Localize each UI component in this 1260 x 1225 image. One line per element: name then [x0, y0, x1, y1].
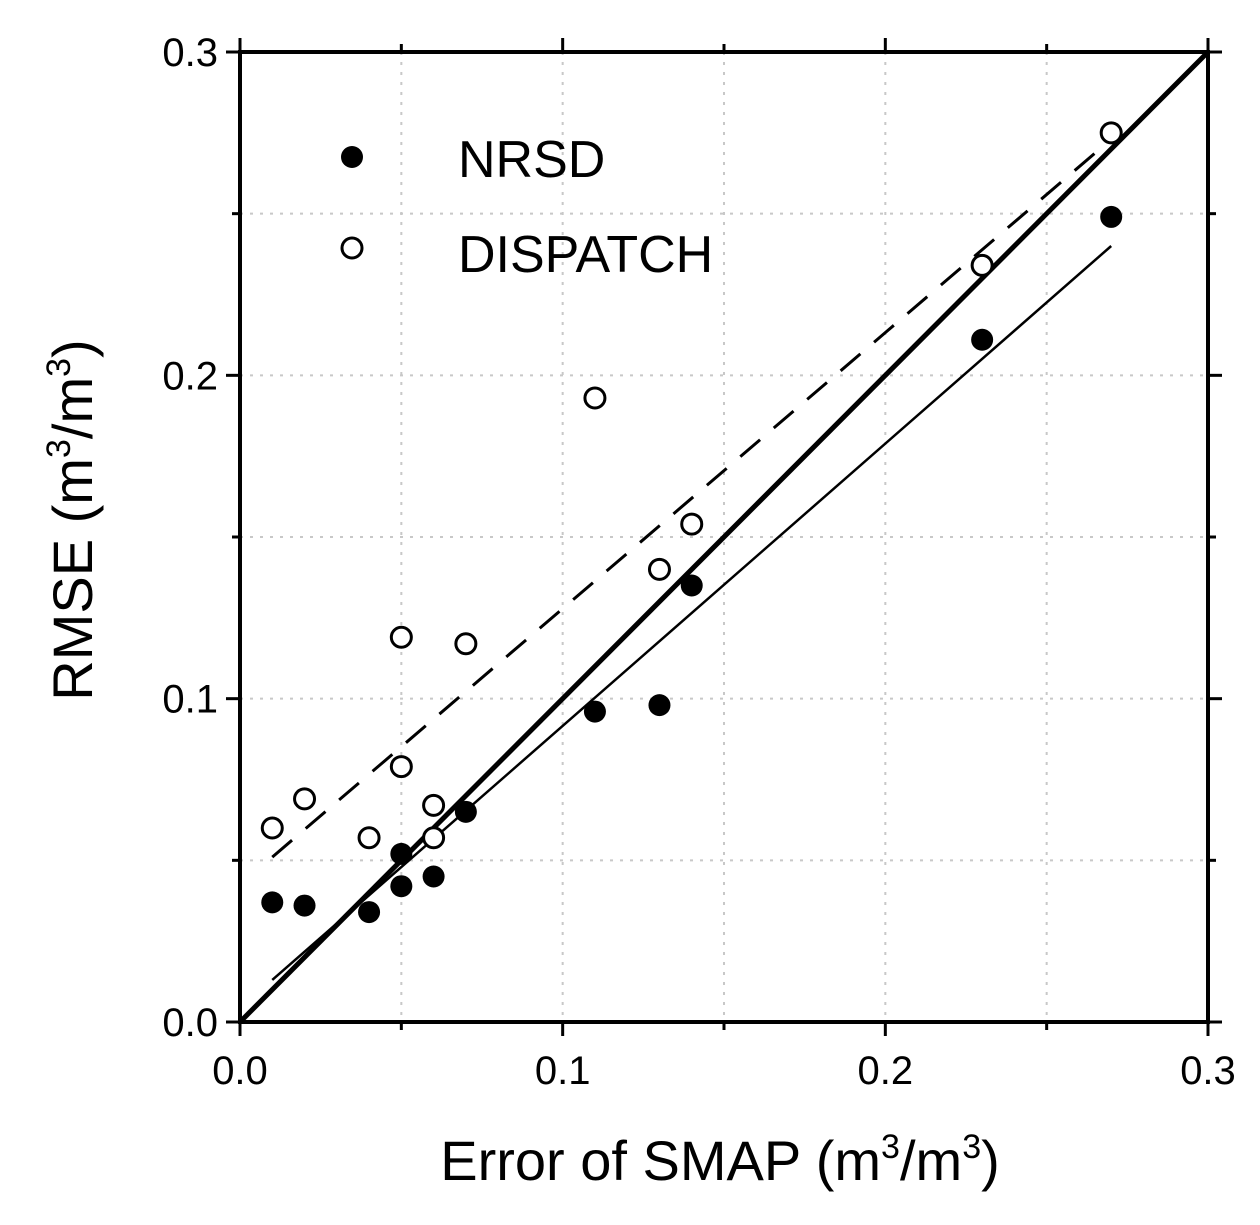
legend: NRSD DISPATCH: [340, 131, 713, 284]
axis-ticks: [226, 38, 1222, 1036]
nrsd-point: [971, 328, 994, 351]
dispatch-point: [970, 253, 994, 277]
dispatch-point: [583, 386, 607, 410]
dispatch-point: [1099, 121, 1123, 145]
y-tick-label: 0.3: [162, 31, 218, 75]
tick-labels: 0.00.0 0.1 0.1 0.2 0.2 0.3 0.3: [162, 31, 1235, 1093]
y-tick-label: 0.2: [162, 354, 218, 398]
dispatch-point: [647, 557, 671, 581]
x-tick-label: 0.0: [212, 1049, 268, 1093]
x-axis-title: Error of SMAP (m3/m3): [440, 1128, 1000, 1192]
nrsd-point: [648, 694, 671, 717]
nrsd-point: [583, 700, 606, 723]
nrsd-point: [680, 574, 703, 597]
y-tick-label: 0.1: [162, 678, 218, 722]
nrsd-point: [390, 875, 413, 898]
dispatch-point: [357, 826, 381, 850]
y-tick-label: 0.0: [162, 1001, 218, 1045]
nrsd-point: [261, 891, 284, 914]
dispatch-fit-line: [271, 138, 1113, 859]
legend-dispatch-label: DISPATCH: [458, 226, 713, 284]
dispatch-point: [260, 816, 284, 840]
x-tick-label: 0.3: [1180, 1049, 1236, 1093]
legend-nrsd-label: NRSD: [458, 131, 605, 189]
y-axis-title: RMSE (m3/m3): [40, 339, 104, 700]
dispatch-point: [422, 793, 446, 817]
nrsd-fit-line: [271, 245, 1113, 981]
x-tick-label: 0.1: [535, 1049, 591, 1093]
dispatch-point: [389, 755, 413, 779]
nrsd-point: [293, 894, 316, 917]
nrsd-point: [390, 842, 413, 865]
dispatch-point: [454, 632, 478, 656]
nrsd-point: [358, 901, 381, 924]
nrsd-point: [1100, 205, 1123, 228]
legend-dispatch-marker: [340, 236, 364, 260]
dispatch-point: [389, 625, 413, 649]
dispatch-point: [293, 787, 317, 811]
x-tick-label: 0.2: [858, 1049, 914, 1093]
dispatch-point: [680, 512, 704, 536]
data-points: [260, 121, 1123, 924]
dispatch-point: [422, 826, 446, 850]
nrsd-point: [422, 865, 445, 888]
nrsd-point: [454, 800, 477, 823]
legend-nrsd-marker: [341, 146, 363, 168]
